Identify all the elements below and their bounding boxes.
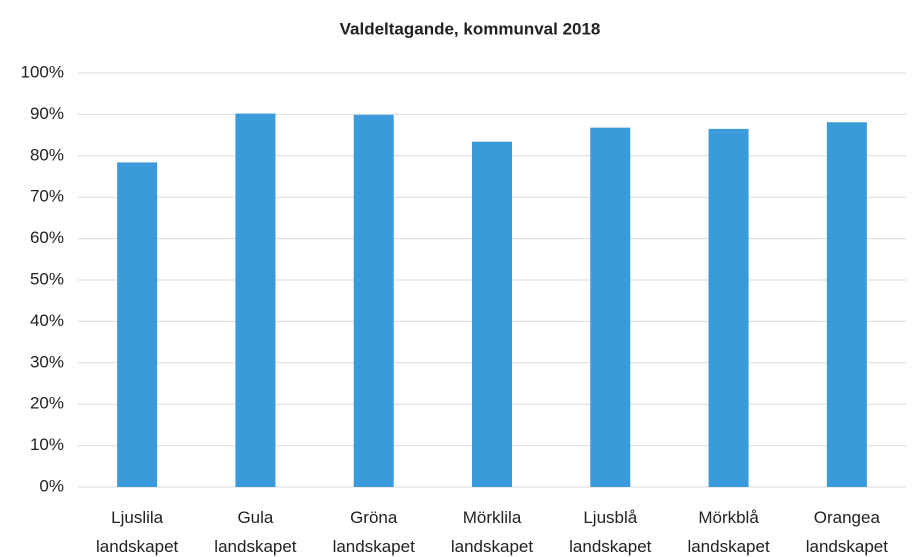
y-tick-label: 20% <box>30 394 64 413</box>
bar <box>472 141 512 487</box>
x-tick-label: Orangea landskapet <box>805 508 888 556</box>
y-tick-label: 50% <box>30 269 64 288</box>
y-tick-label: 80% <box>30 145 64 164</box>
x-tick-label: Mörklila landskapet <box>450 508 534 556</box>
y-tick-label: 70% <box>30 187 64 206</box>
bar <box>353 114 394 488</box>
chart-title: Valdeltagande, kommunval 2018 <box>340 19 601 38</box>
bar <box>590 127 631 487</box>
x-tick-label: Gröna landskapet <box>332 508 415 556</box>
y-tick-label: 40% <box>30 311 64 330</box>
x-tick-label: Ljuslila landskapet <box>96 508 179 556</box>
x-tick-label: Gula landskapet <box>214 508 297 556</box>
bar <box>117 162 158 487</box>
y-tick-label: 30% <box>30 352 64 371</box>
x-tick-label: Ljusblå landskapet <box>569 508 652 556</box>
y-tick-label: 0% <box>39 476 64 495</box>
y-tick-label: 100% <box>21 62 64 81</box>
y-tick-label: 10% <box>30 435 64 454</box>
bar <box>826 122 867 488</box>
bar <box>708 128 749 487</box>
y-tick-label: 60% <box>30 228 64 247</box>
y-tick-label: 90% <box>30 104 64 123</box>
x-tick-label: Mörkblå landskapet <box>687 508 770 556</box>
bar <box>235 113 276 488</box>
